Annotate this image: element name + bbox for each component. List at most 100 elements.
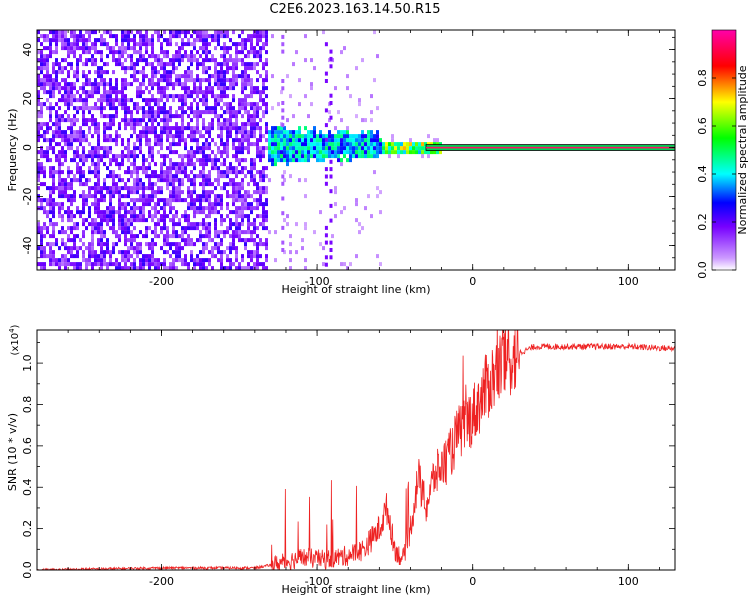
snr-xlabel: Height of straight line (km): [281, 583, 430, 596]
heatmap-cell: [94, 230, 97, 235]
heatmap-cell: [199, 62, 202, 67]
heatmap-cell: [121, 54, 124, 59]
heatmap-cell: [37, 102, 40, 107]
heatmap-cell: [253, 182, 256, 187]
heatmap-cell: [238, 50, 241, 55]
heatmap-cell: [304, 226, 307, 231]
heatmap-cell: [52, 94, 55, 99]
heatmap-cell: [61, 202, 64, 207]
heatmap-cell: [154, 134, 157, 139]
heatmap-cell: [205, 198, 208, 203]
heatmap-cell: [316, 154, 319, 159]
heatmap-cell: [229, 114, 232, 119]
heatmap-cell: [292, 146, 295, 151]
heatmap-cell: [166, 174, 169, 179]
heatmap-cell: [307, 142, 310, 147]
heatmap-cell: [253, 106, 256, 111]
heatmap-cell: [262, 218, 265, 223]
heatmap-cell: [229, 126, 232, 131]
heatmap-cell: [184, 102, 187, 107]
heatmap-cell: [151, 82, 154, 87]
heatmap-cell: [370, 110, 373, 115]
heatmap-cell: [265, 110, 268, 115]
heatmap-cell: [55, 78, 58, 83]
heatmap-cell: [313, 150, 316, 155]
heatmap-cell: [241, 50, 244, 55]
heatmap-cell: [166, 186, 169, 191]
heatmap-cell: [58, 86, 61, 91]
heatmap-cell: [175, 246, 178, 251]
heatmap-cell: [226, 118, 229, 123]
heatmap-cell: [97, 38, 100, 43]
heatmap-cell: [281, 108, 285, 113]
heatmap-cell: [324, 42, 328, 47]
heatmap-cell: [172, 222, 175, 227]
heatmap-cell: [46, 242, 49, 247]
heatmap-cell: [61, 118, 64, 123]
heatmap-cell: [262, 78, 265, 83]
heatmap-cell: [281, 49, 285, 54]
heatmap-cell: [329, 49, 333, 54]
heatmap-cell: [175, 186, 178, 191]
heatmap-cell: [238, 34, 241, 39]
heatmap-cell: [241, 254, 244, 259]
heatmap-cell: [121, 258, 124, 263]
heatmap-cell: [121, 230, 124, 235]
heatmap-cell: [106, 186, 109, 191]
heatmap-cell: [67, 246, 70, 251]
heatmap-cell: [281, 196, 285, 201]
heatmap-cell: [82, 118, 85, 123]
heatmap-cell: [324, 174, 328, 179]
heatmap-cell: [220, 114, 223, 119]
heatmap-cell: [256, 234, 259, 239]
heatmap-cell: [250, 166, 253, 171]
heatmap-cell: [142, 58, 145, 63]
heatmap-cell: [106, 242, 109, 247]
heatmap-cell: [64, 242, 67, 247]
heatmap-cell: [73, 42, 76, 47]
chart-title: C2E6.2023.163.14.50.R15: [269, 2, 441, 17]
heatmap-cell: [187, 202, 190, 207]
heatmap-cell: [121, 78, 124, 83]
heatmap-cell: [130, 150, 133, 155]
heatmap-cell: [136, 186, 139, 191]
heatmap-cell: [46, 126, 49, 131]
heatmap-cell: [82, 258, 85, 263]
heatmap-cell: [163, 66, 166, 71]
heatmap-cell: [82, 154, 85, 159]
heatmap-cell: [199, 38, 202, 43]
heatmap-cell: [346, 146, 349, 151]
heatmap-cell: [337, 138, 340, 143]
heatmap-cell: [259, 54, 262, 59]
heatmap-cell: [160, 130, 163, 135]
heatmap-cell: [244, 206, 247, 211]
heatmap-cell: [160, 106, 163, 111]
heatmap-cell: [214, 70, 217, 75]
heatmap-cell: [157, 78, 160, 83]
heatmap-cell: [145, 230, 148, 235]
heatmap-cell: [97, 174, 100, 179]
heatmap-cell: [166, 62, 169, 67]
heatmap-cell: [157, 234, 160, 239]
heatmap-cell: [130, 30, 133, 35]
heatmap-cell: [289, 154, 292, 159]
heatmap-cell: [52, 174, 55, 179]
heatmap-cell: [163, 86, 166, 91]
heatmap-cell: [37, 30, 40, 35]
heatmap-cell: [145, 98, 148, 103]
heatmap-cell: [340, 118, 343, 123]
heatmap-cell: [37, 78, 40, 83]
heatmap-cell: [100, 194, 103, 199]
heatmap-cell: [109, 262, 112, 267]
heatmap-cell: [88, 50, 91, 55]
heatmap-cell: [232, 186, 235, 191]
heatmap-cell: [37, 138, 40, 143]
heatmap-cell: [175, 170, 178, 175]
heatmap-cell: [40, 122, 43, 127]
heatmap-cell: [118, 102, 121, 107]
heatmap-cell: [262, 214, 265, 219]
heatmap-cell: [343, 150, 346, 155]
heatmap-cell: [85, 74, 88, 79]
heatmap-cell: [142, 110, 145, 115]
